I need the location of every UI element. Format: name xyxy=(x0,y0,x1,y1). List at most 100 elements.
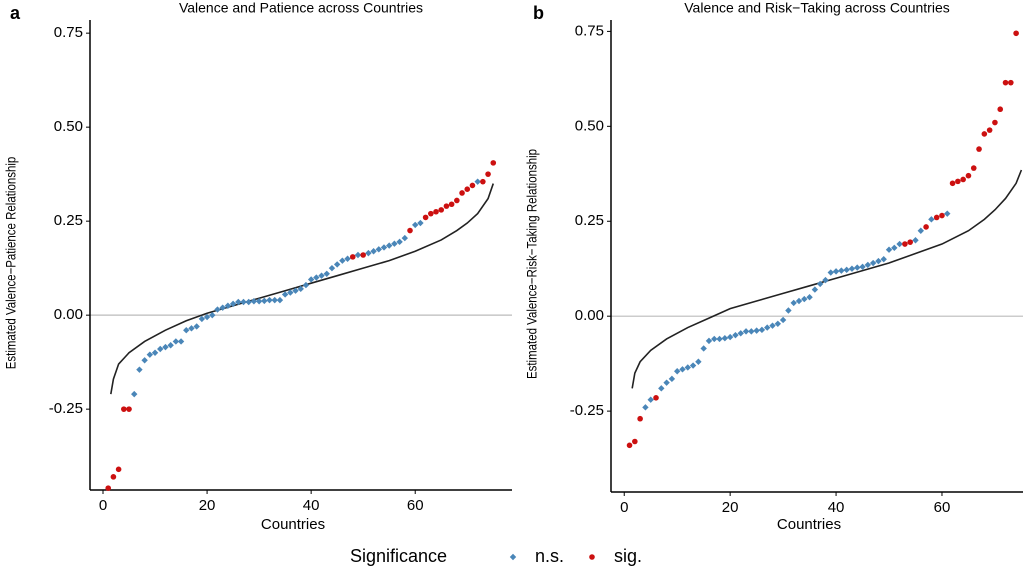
data-point xyxy=(302,281,310,289)
data-point xyxy=(428,210,434,217)
y-tick-label: -0.25 xyxy=(49,400,83,417)
data-point xyxy=(992,119,998,126)
data-point xyxy=(110,474,117,480)
data-point xyxy=(923,224,929,230)
data-point xyxy=(1013,30,1019,37)
data-point xyxy=(875,257,882,265)
data-point xyxy=(121,406,127,412)
data-point xyxy=(141,357,148,364)
chart-title: Valence and Patience across Countries xyxy=(179,0,423,16)
data-point xyxy=(229,300,237,308)
data-point xyxy=(474,178,481,185)
data-point xyxy=(976,146,982,152)
data-point xyxy=(742,328,750,335)
data-point xyxy=(769,322,776,329)
data-point xyxy=(864,261,872,269)
legend-label: n.s. xyxy=(535,546,564,566)
data-point xyxy=(131,390,138,398)
data-point xyxy=(785,307,792,314)
data-point xyxy=(1008,79,1014,86)
data-point xyxy=(806,294,813,301)
data-point xyxy=(632,438,638,445)
data-point xyxy=(880,256,887,263)
data-point xyxy=(115,466,122,473)
data-point xyxy=(490,160,497,166)
data-point xyxy=(126,406,132,412)
data-point xyxy=(790,299,797,307)
data-point xyxy=(838,267,845,274)
data-point xyxy=(902,241,908,247)
data-point xyxy=(485,171,491,177)
data-point xyxy=(454,197,460,204)
reference-curve xyxy=(110,183,495,395)
data-point xyxy=(198,315,206,323)
legend-title: Significance xyxy=(350,546,447,566)
data-point xyxy=(318,272,325,279)
data-point xyxy=(801,295,808,303)
data-point xyxy=(214,306,221,313)
y-axis-label: Estimated Valence−Risk−Taking Relationsh… xyxy=(524,149,540,379)
data-point xyxy=(647,396,654,403)
data-point xyxy=(375,246,382,253)
data-point xyxy=(339,257,346,264)
x-tick-label: 20 xyxy=(722,499,739,516)
data-point xyxy=(816,280,824,288)
data-point xyxy=(245,298,252,306)
data-point xyxy=(764,324,771,331)
data-point xyxy=(365,249,372,257)
y-tick-label: 0.75 xyxy=(575,22,604,39)
data-point xyxy=(997,106,1004,113)
data-point xyxy=(965,172,972,179)
data-point xyxy=(684,364,691,371)
x-axis-label: Countries xyxy=(261,516,325,533)
y-tick-label: 0.75 xyxy=(54,24,83,41)
data-point xyxy=(885,246,893,253)
data-point xyxy=(203,313,211,321)
data-point xyxy=(705,337,713,345)
x-tick-label: 20 xyxy=(199,497,216,514)
data-point xyxy=(758,326,766,334)
data-point xyxy=(177,338,185,345)
data-point xyxy=(854,264,861,271)
data-point xyxy=(188,325,195,332)
x-tick-label: 60 xyxy=(407,497,424,514)
data-point xyxy=(891,244,898,252)
data-point xyxy=(224,302,232,309)
data-point xyxy=(360,252,366,258)
data-point xyxy=(955,178,961,185)
data-point xyxy=(689,362,697,369)
data-point xyxy=(822,276,829,284)
x-axis-label: Countries xyxy=(777,516,841,533)
data-point xyxy=(209,311,216,319)
data-point xyxy=(848,265,856,272)
x-tick-label: 0 xyxy=(620,499,628,516)
data-point xyxy=(986,127,993,133)
data-point xyxy=(928,216,935,223)
data-point xyxy=(417,219,424,227)
y-tick-label: 0.25 xyxy=(575,212,604,229)
data-point xyxy=(653,395,659,401)
data-point xyxy=(401,234,409,242)
data-point xyxy=(637,415,643,422)
data-point xyxy=(157,345,164,353)
data-point xyxy=(349,254,356,260)
data-point xyxy=(396,238,403,246)
data-point xyxy=(949,180,956,187)
data-point xyxy=(136,366,143,373)
data-point xyxy=(370,248,377,255)
data-point xyxy=(459,190,465,196)
data-point xyxy=(626,442,633,449)
data-point xyxy=(412,221,419,229)
data-point xyxy=(939,212,945,219)
chart-title: Valence and Risk−Taking across Countries xyxy=(684,0,950,16)
data-point xyxy=(328,264,336,272)
data-point xyxy=(811,286,819,293)
x-tick-label: 40 xyxy=(303,497,320,514)
x-tick-label: 60 xyxy=(934,499,951,516)
data-point xyxy=(663,379,670,386)
data-point xyxy=(391,240,398,247)
y-tick-label: 0.50 xyxy=(575,117,604,134)
data-point xyxy=(271,296,278,304)
data-point xyxy=(960,176,966,183)
